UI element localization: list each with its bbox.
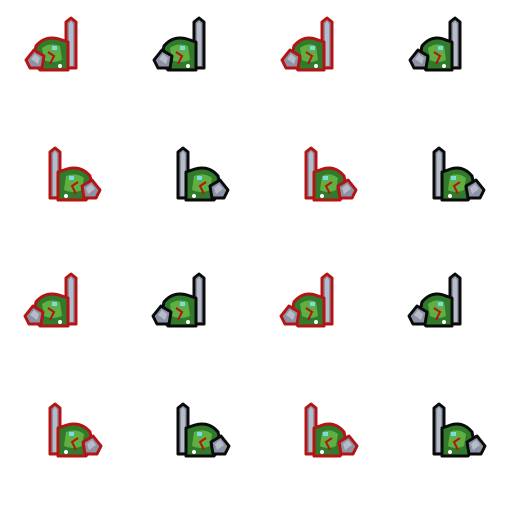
- orc-warrior-icon: [424, 146, 488, 210]
- orc-warrior-icon: [406, 272, 470, 336]
- orc-warrior-icon: [22, 16, 86, 80]
- orc-warrior-icon: [278, 16, 342, 80]
- orc-warrior-icon: [150, 16, 214, 80]
- orc-warrior-icon: [296, 402, 360, 466]
- orc-warrior-icon: [40, 402, 104, 466]
- orc-warrior-icon: [424, 402, 488, 466]
- orc-warrior-icon: [168, 402, 232, 466]
- orc-warrior-icon: [40, 146, 104, 210]
- orc-warrior-icon: [296, 146, 360, 210]
- orc-warrior-icon: [150, 272, 214, 336]
- orc-warrior-icon: [168, 146, 232, 210]
- orc-warrior-icon: [406, 16, 470, 80]
- orc-warrior-icon: [22, 272, 86, 336]
- orc-warrior-icon: [278, 272, 342, 336]
